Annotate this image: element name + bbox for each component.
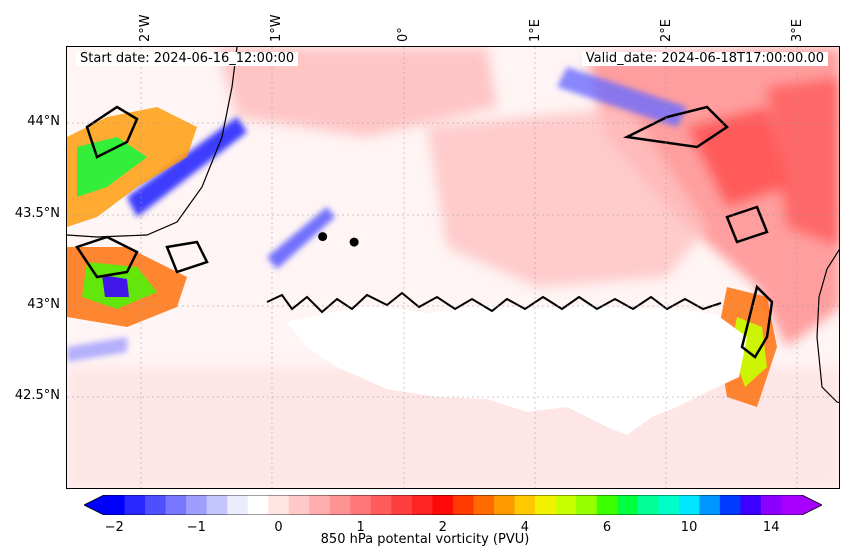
- lat-label-42-5n: 42.5°N: [14, 388, 60, 403]
- colorbar-segment: [453, 495, 475, 515]
- colorbar-segment: [576, 495, 598, 515]
- colorbar-segment: [740, 495, 762, 515]
- colorbar-segment: [473, 495, 495, 515]
- high-pv-west: [67, 107, 197, 327]
- colorbar-segment: [350, 495, 372, 515]
- colorbar-segment: [760, 495, 782, 515]
- colorbar-segment: [432, 495, 454, 515]
- colorbar-segment: [678, 495, 700, 515]
- colorbar-segment: [411, 495, 433, 515]
- pv-contour-ridge: [266, 291, 722, 314]
- lon-label-0: 0°: [396, 27, 411, 42]
- colorbar-tick-label: 1: [356, 520, 365, 535]
- start-date-label: Start date: 2024-06-16_12:00:00: [76, 52, 299, 66]
- colorbar-segment: [781, 495, 803, 515]
- lat-label-43n: 43°N: [27, 297, 60, 312]
- colorbar-segment: [596, 495, 618, 515]
- colorbar-segment: [206, 495, 228, 515]
- map-panel: [66, 46, 840, 489]
- colorbar-segment: [391, 495, 413, 515]
- colorbar-over-triangle: [802, 495, 822, 515]
- location-markers: [318, 232, 359, 247]
- colorbar-segment: [227, 495, 249, 515]
- colorbar-segment: [699, 495, 721, 515]
- colorbar-segment: [145, 495, 167, 515]
- colorbar-tick-label: 14: [762, 520, 780, 535]
- colorbar-segment: [268, 495, 290, 515]
- colorbar-segment: [370, 495, 392, 515]
- colorbar-under-triangle: [84, 495, 104, 515]
- lat-label-43-5n: 43.5°N: [14, 206, 60, 221]
- masked-terrain-area: [287, 305, 747, 435]
- colorbar-segment: [165, 495, 187, 515]
- marker-point-2: [349, 237, 359, 247]
- colorbar-segment: [124, 495, 146, 515]
- colorbar-tick-label: −1: [186, 520, 206, 535]
- lat-label-44n: 44°N: [27, 114, 60, 129]
- marker-point-1: [318, 232, 328, 242]
- potential-vorticity-field: [67, 47, 839, 488]
- colorbar-segment: [719, 495, 741, 515]
- colorbar-segment: [535, 495, 557, 515]
- colorbar-segment: [288, 495, 310, 515]
- colorbar-tick-label: 0: [274, 520, 283, 535]
- graticule: [67, 47, 839, 488]
- colorbar-segment: [186, 495, 208, 515]
- colorbar-tick-label: 4: [520, 520, 529, 535]
- lon-label-2w: 2°W: [138, 14, 153, 42]
- colorbar-segment: [104, 495, 126, 515]
- colorbar-segment: [329, 495, 351, 515]
- lon-label-1w: 1°W: [269, 14, 284, 42]
- colorbar-tick-label: 10: [680, 520, 698, 535]
- coastline-east: [816, 249, 839, 404]
- colorbar-tick-label: 2: [438, 520, 447, 535]
- lon-label-1e: 1°E: [528, 19, 543, 42]
- lon-label-2e: 2°E: [659, 19, 674, 42]
- valid-date-label: Valid_date: 2024-06-18T17:00:00.00: [581, 52, 828, 66]
- colorbar-tick-label: 6: [602, 520, 612, 535]
- colorbar-segment: [514, 495, 536, 515]
- colorbar-segment: [658, 495, 680, 515]
- colorbar-segment: [309, 495, 331, 515]
- colorbar-segment: [494, 495, 516, 515]
- colorbar-segment: [247, 495, 269, 515]
- colorbar-segment: [637, 495, 659, 515]
- colorbar-segment: [617, 495, 639, 515]
- colorbar-segment: [555, 495, 577, 515]
- coastline: [67, 47, 238, 238]
- colorbar-tick-label: −2: [104, 520, 124, 535]
- lon-label-3e: 3°E: [790, 19, 805, 42]
- colorbar-label: 850 hPa potental vorticity (PVU): [320, 532, 530, 547]
- colorbar: [84, 495, 822, 515]
- pv-contours: [75, 105, 774, 359]
